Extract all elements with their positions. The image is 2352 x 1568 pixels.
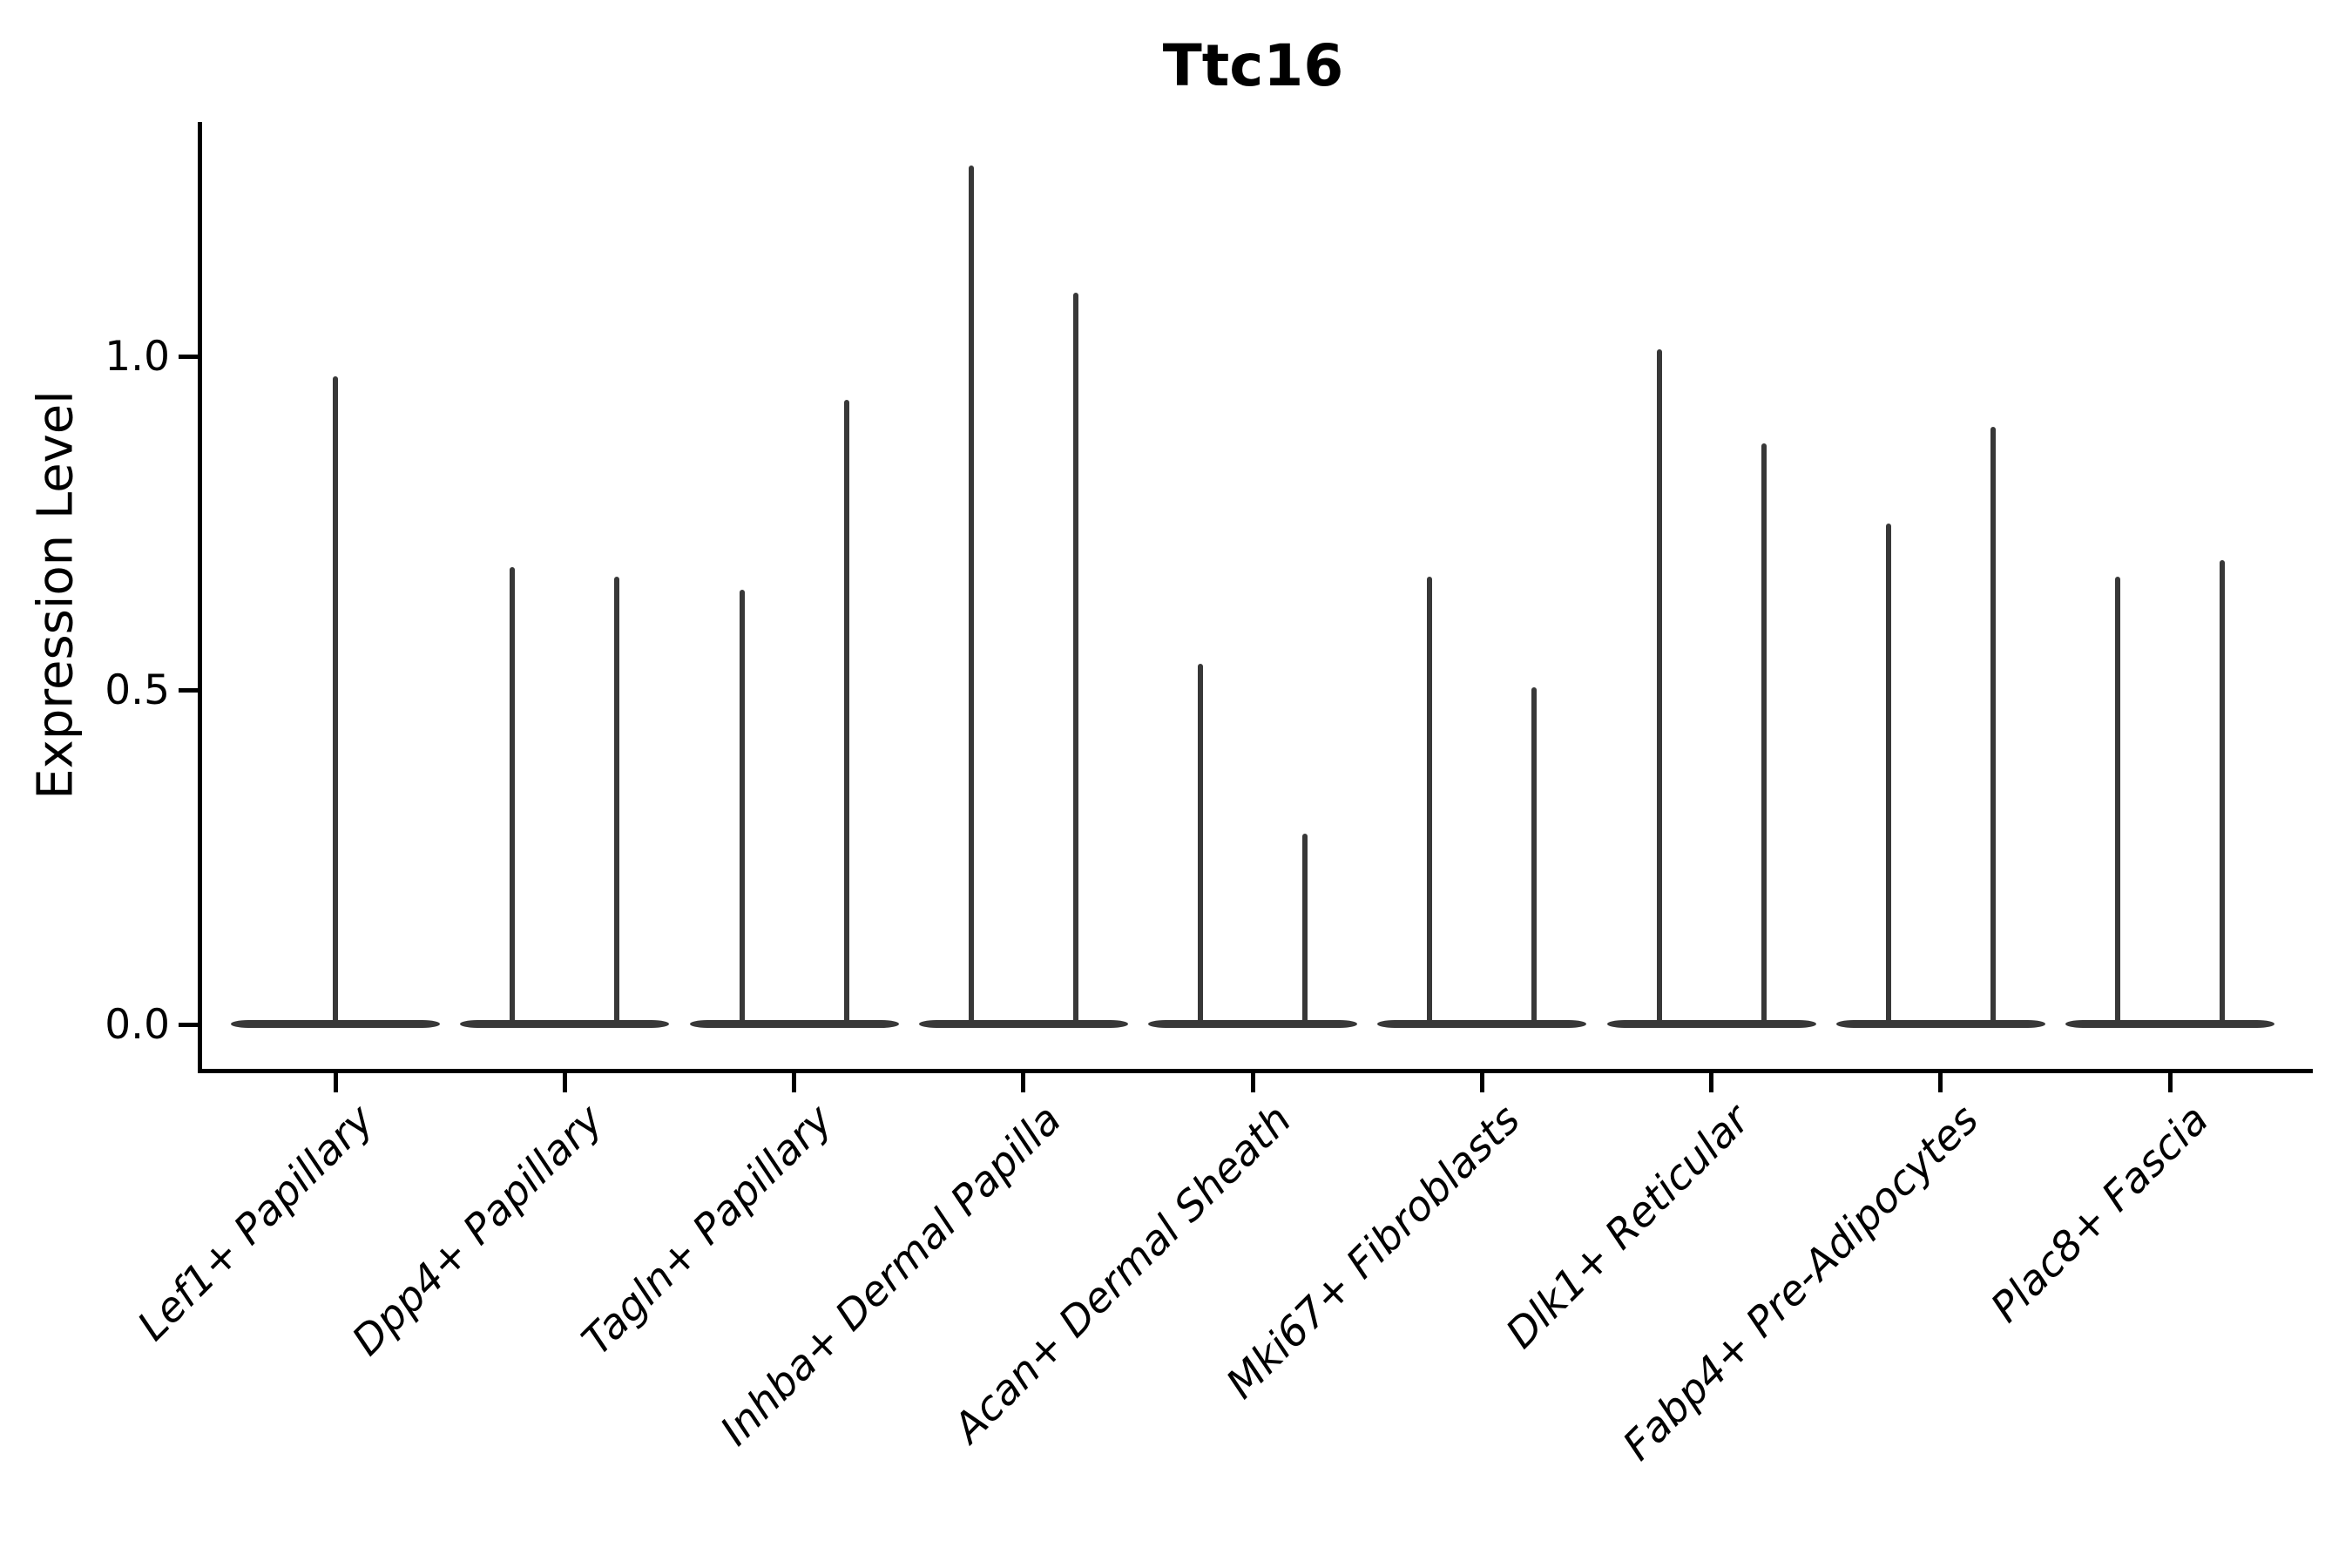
x-tick-mark (562, 1073, 567, 1092)
violin-spike (739, 590, 745, 1027)
x-tick-label: Plac8+ Fascia (1981, 1095, 2218, 1332)
x-tick-mark (792, 1073, 796, 1092)
violin-spike (1885, 523, 1891, 1027)
x-tick-mark (2167, 1073, 2173, 1092)
chart-title: Ttc16 (1162, 32, 1344, 99)
violin-body (460, 1019, 670, 1028)
violin-spike (1072, 293, 1078, 1027)
violin-body (689, 1019, 899, 1028)
violin-body (2065, 1019, 2274, 1028)
violin-spike (614, 577, 620, 1027)
violin-body (1606, 1019, 1816, 1028)
violin-body (918, 1019, 1128, 1028)
x-tick-mark (1938, 1073, 1943, 1092)
y-tick-label: 0.5 (105, 666, 170, 714)
y-tick-mark (179, 688, 198, 693)
violin-spike (2115, 577, 2120, 1027)
violin-spike (333, 376, 338, 1027)
violin-spike (968, 166, 974, 1027)
violin-spike (1198, 663, 1203, 1027)
violin-body (1835, 1019, 2045, 1028)
y-tick-label: 0.0 (105, 1000, 170, 1049)
violin-spike (2220, 559, 2225, 1027)
y-tick-mark (179, 1022, 198, 1027)
plot-area (198, 122, 2313, 1073)
x-tick-mark (1021, 1073, 1026, 1092)
y-tick-mark (179, 354, 198, 359)
x-tick-label: Lef1+ Papillary (128, 1095, 383, 1350)
x-tick-mark (1250, 1073, 1255, 1092)
violin-spike (843, 399, 849, 1027)
y-tick-label: 1.0 (105, 332, 170, 381)
violin-spike (1531, 686, 1538, 1027)
x-tick-label: Dpp4+ Papillary (342, 1095, 613, 1366)
violin-spike (510, 566, 516, 1027)
x-tick-label: Tagln+ Papillary (572, 1095, 842, 1365)
violin-spike (1427, 577, 1433, 1027)
x-tick-mark (1479, 1073, 1484, 1092)
violin-spike (1656, 349, 1662, 1027)
violin-spike (1302, 834, 1308, 1027)
violin-body (1148, 1019, 1357, 1028)
x-tick-mark (1709, 1073, 1713, 1092)
violin-spike (1990, 426, 1996, 1027)
y-axis-label: Expression Level (27, 390, 84, 800)
x-tick-label: Dlk1+ Reticular (1497, 1095, 1760, 1358)
violin-spike (1761, 443, 1767, 1027)
x-tick-mark (333, 1073, 338, 1092)
violin-body (1377, 1019, 1587, 1028)
